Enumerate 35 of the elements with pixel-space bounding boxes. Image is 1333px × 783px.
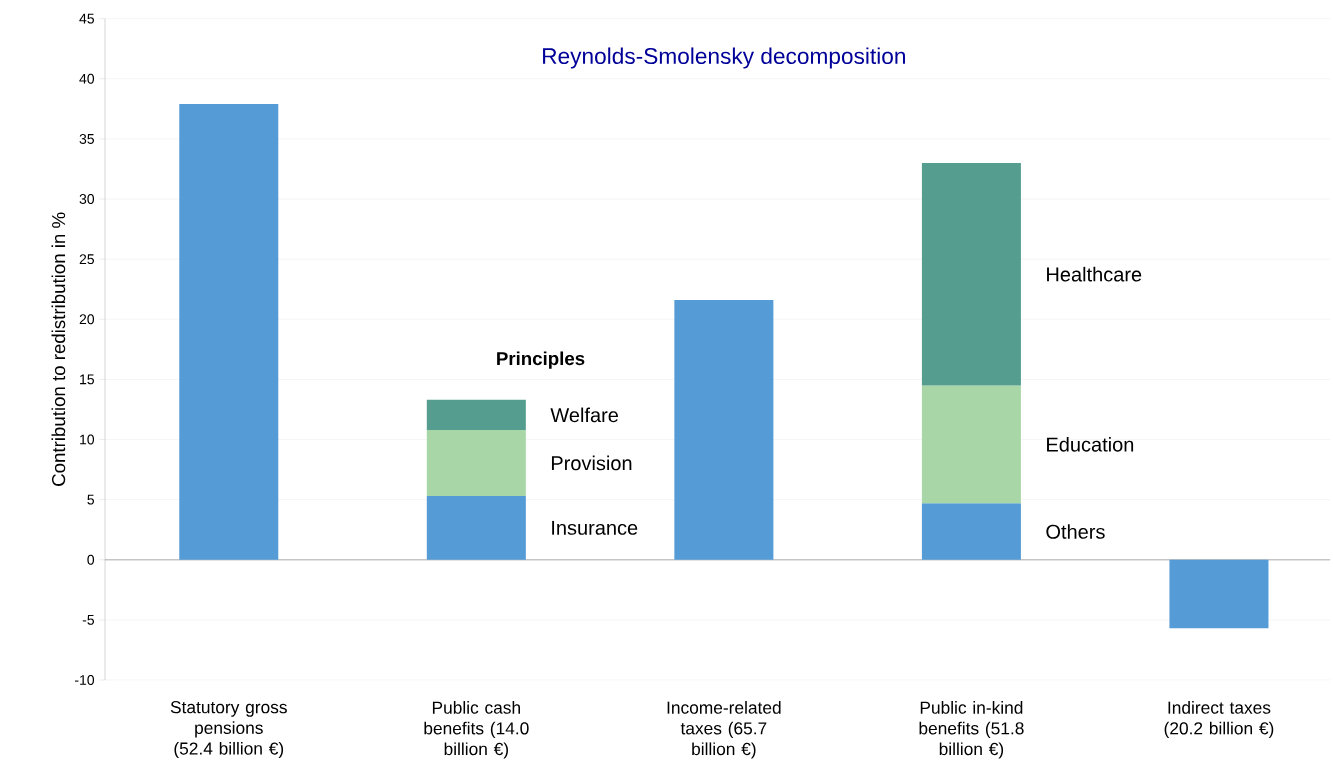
y-tick-label: 25: [79, 254, 95, 265]
annotation: Healthcare: [1047, 266, 1142, 282]
y-tick-label: 10: [80, 434, 95, 445]
y-tick-label: 20: [79, 314, 95, 325]
y-tick-label: 0: [87, 554, 95, 565]
annotation: Welfare: [550, 407, 618, 423]
bar: [921, 503, 1021, 560]
y-tick-label: 15: [80, 374, 95, 385]
y-tick-label: 45: [79, 13, 95, 24]
y-tick-label: 35: [79, 133, 95, 144]
annotation: Provision: [551, 455, 632, 471]
y-tick-label: -10: [75, 675, 95, 685]
bar: [426, 429, 526, 497]
annotation: Education: [1047, 436, 1134, 452]
bar: [1169, 559, 1269, 629]
x-tick-label: Public in-kind benefits (51.8 billion €): [919, 701, 1024, 759]
annotation: Principles: [497, 351, 585, 369]
y-tick-label: 5: [87, 494, 95, 505]
x-tick-label: Indirect taxes (20.2 billion €): [1164, 701, 1274, 738]
bar: [426, 399, 526, 430]
annotation: Insurance: [552, 520, 638, 535]
bar: [179, 104, 279, 560]
bar: [921, 162, 1021, 386]
y-tick-label: -5: [82, 615, 95, 625]
x-tick-label: Public cash benefits (14.0 billion €): [424, 701, 529, 759]
x-tick-label: Income-related taxes (65.7 billion €): [667, 701, 781, 759]
bar: [921, 385, 1021, 504]
annotation: Others: [1046, 524, 1105, 539]
bar: [426, 496, 526, 560]
text: Reynolds-Smolensky decomposition: [543, 47, 905, 69]
y-axis-title: Contribution to redistribution in %: [51, 212, 66, 486]
y-tick-label: 40: [79, 73, 95, 84]
x-tick-label: Statutory gross pensions (52.4 billion €): [170, 701, 287, 759]
y-tick-label: 30: [79, 194, 95, 204]
bar: [674, 300, 774, 560]
